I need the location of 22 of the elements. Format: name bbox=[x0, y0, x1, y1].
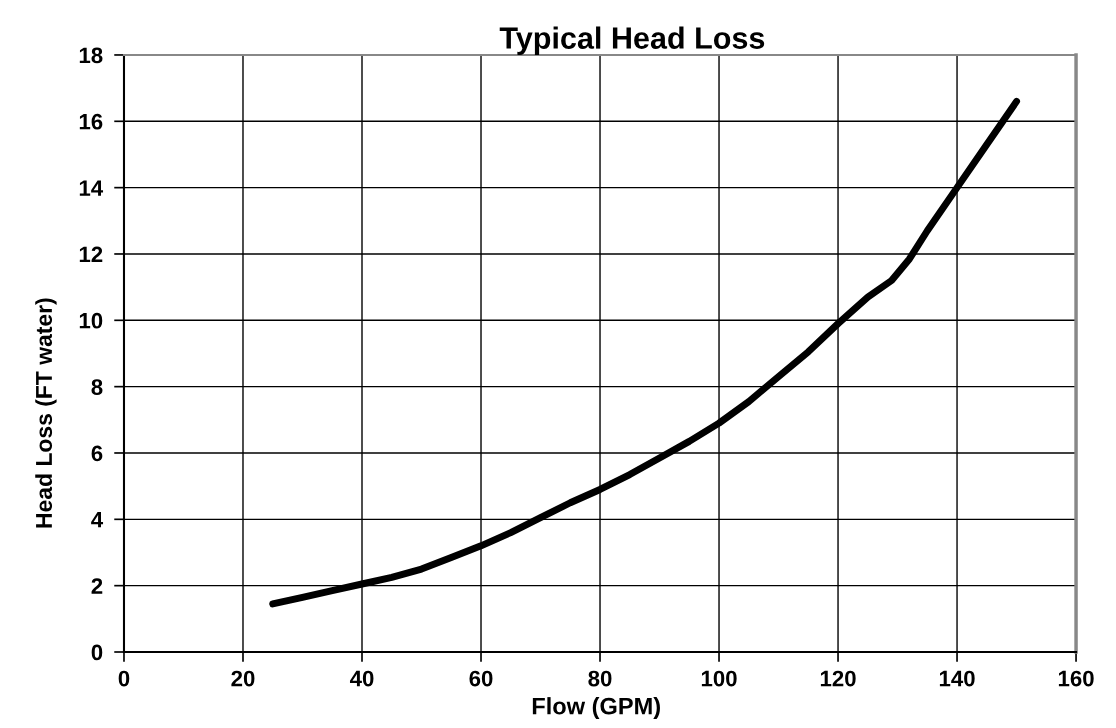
x-tick-label: 160 bbox=[1058, 670, 1094, 687]
x-tick-label: 0 bbox=[118, 670, 130, 687]
y-tick-label: 14 bbox=[79, 180, 104, 196]
x-axis-title: Flow (GPM) bbox=[532, 697, 660, 720]
x-tick-label: 40 bbox=[349, 670, 374, 687]
x-tick-label: 140 bbox=[939, 670, 975, 687]
y-tick-label: 18 bbox=[79, 47, 103, 64]
y-tick-label: 2 bbox=[91, 578, 103, 594]
y-tick-label: 12 bbox=[79, 246, 103, 263]
y-tick-label: 0 bbox=[91, 644, 103, 661]
y-tick-label: 8 bbox=[91, 379, 103, 395]
y-axis-title: Head Loss (FT water) bbox=[35, 298, 57, 528]
chart-title: Typical Head Loss bbox=[499, 26, 765, 55]
y-tick-label: 16 bbox=[79, 113, 103, 130]
x-tick-label: 20 bbox=[231, 670, 255, 687]
x-tick-label: 120 bbox=[820, 670, 856, 687]
y-tick-label: 4 bbox=[91, 512, 104, 528]
x-tick-label: 60 bbox=[469, 670, 493, 687]
y-tick-label: 6 bbox=[91, 445, 103, 462]
y-tick-label: 10 bbox=[79, 312, 103, 329]
x-tick-label: 80 bbox=[588, 670, 612, 687]
x-tick-label: 100 bbox=[701, 670, 737, 687]
